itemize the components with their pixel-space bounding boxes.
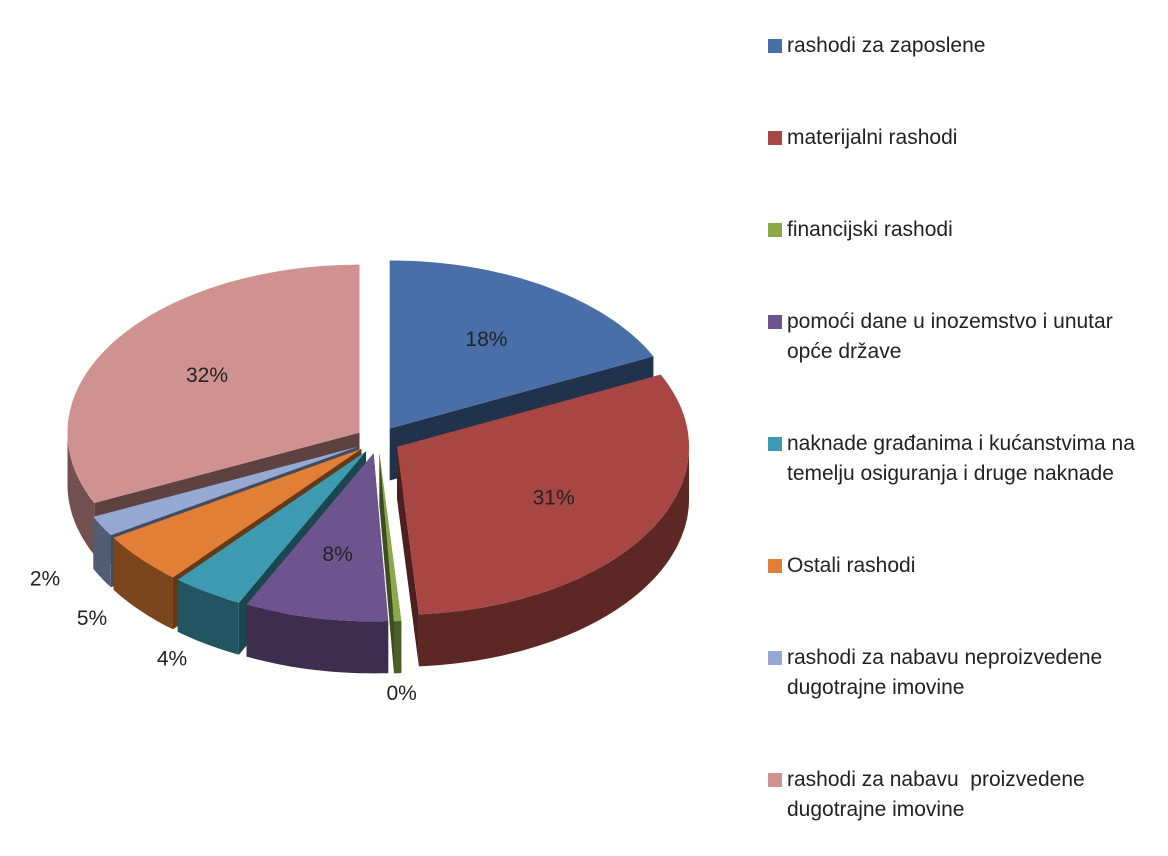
slice-wall [177, 579, 239, 655]
slice-wall [67, 432, 95, 555]
legend-swatch [768, 437, 782, 451]
data-label: 32% [186, 364, 228, 387]
slice [379, 453, 402, 622]
legend-label: Ostali rashodi [787, 554, 916, 577]
legend-swatch [768, 559, 782, 573]
legend-item: rashodi za zaposlene [768, 31, 1163, 61]
slice [113, 448, 362, 578]
legend-label: rashodi za zaposlene [787, 34, 986, 57]
slice-wall [113, 537, 173, 630]
data-label: 8% [322, 543, 352, 566]
slice [177, 451, 366, 603]
slice [397, 374, 689, 615]
slice [93, 446, 359, 536]
legend-label: pomoći dane u inozemstvo i unutar opće d… [787, 310, 1119, 363]
slice-wall [93, 516, 111, 588]
legend-item: Ostali rashodi [768, 551, 1163, 581]
slice-side [379, 453, 394, 674]
legend-item: pomoći dane u inozemstvo i unutar opće d… [768, 307, 1163, 367]
slice-wall [418, 446, 689, 667]
legend-item: rashodi za nabavu proizvedene dugotrajne… [768, 765, 1163, 825]
legend-swatch [768, 131, 782, 145]
legend-swatch [768, 773, 782, 787]
legend-item: materijalni rashodi [768, 123, 1163, 153]
legend: rashodi za zaposlene materijalni rashodi f… [768, 0, 1163, 856]
slice-wall [394, 621, 402, 674]
data-label: 5% [77, 607, 107, 630]
data-label: 0% [386, 682, 416, 705]
legend-swatch [768, 39, 782, 53]
legend-swatch [768, 651, 782, 665]
legend-label: financijski rashodi [787, 218, 953, 241]
legend-label: rashodi za nabavu neproizvedene dugotraj… [787, 646, 1109, 699]
legend-swatch [768, 223, 782, 237]
data-label: 4% [157, 647, 187, 670]
slice [67, 264, 360, 503]
legend-item: rashodi za nabavu neproizvedene dugotraj… [768, 643, 1163, 703]
legend-label: rashodi za nabavu proizvedene dugotrajne… [787, 768, 1091, 821]
legend-item: financijski rashodi [768, 215, 1163, 245]
slice [389, 260, 654, 429]
legend-item: naknade građanima i kućanstvima na temel… [768, 429, 1163, 489]
legend-label: naknade građanima i kućanstvima na temel… [787, 432, 1141, 485]
pie-area: 18% 31% 0% 8% 4% 5% 2% 32% [30, 260, 689, 705]
legend-swatch [768, 315, 782, 329]
slice [246, 453, 389, 622]
slice-side [397, 446, 419, 667]
data-label: 2% [30, 568, 60, 591]
legend-label: materijalni rashodi [787, 126, 958, 149]
slice-wall [246, 604, 389, 674]
data-label: 18% [465, 328, 507, 351]
data-label: 31% [533, 487, 575, 510]
